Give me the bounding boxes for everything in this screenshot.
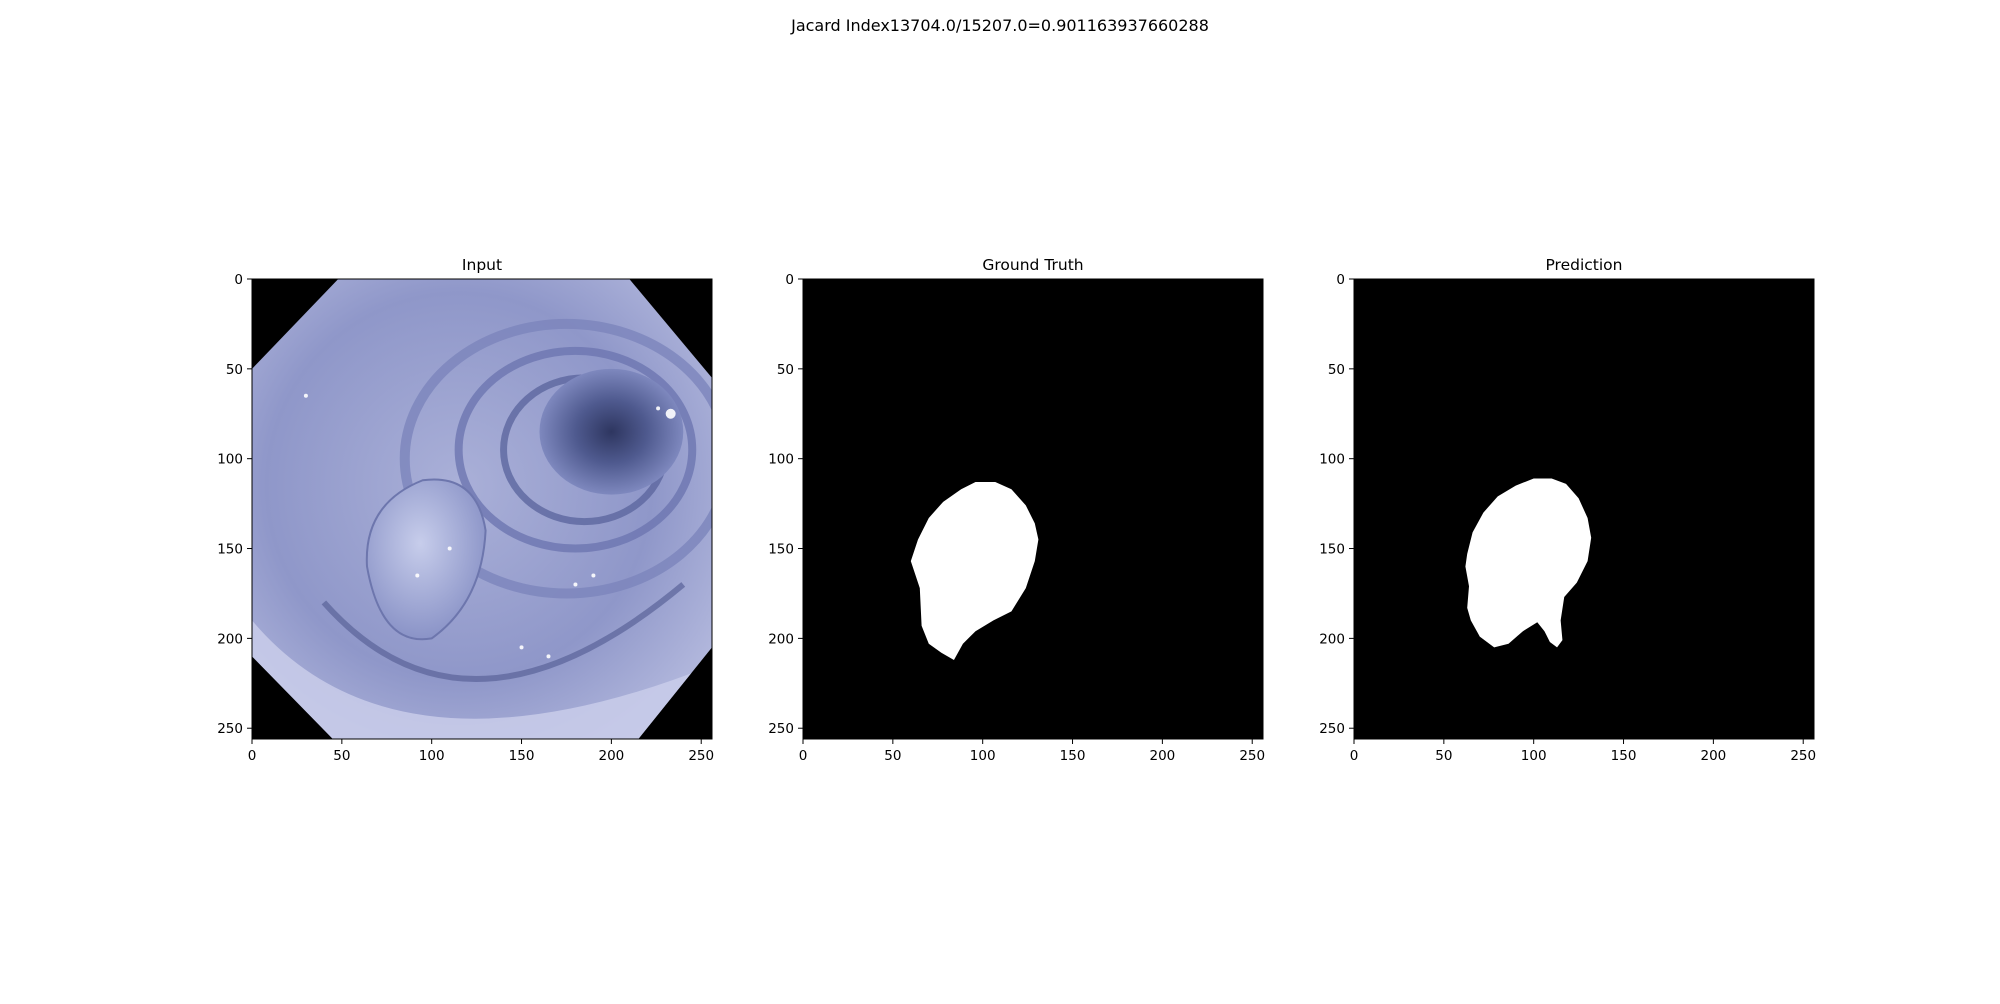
x-tick-label: 200 xyxy=(1700,748,1726,764)
x-tick-label: 150 xyxy=(1060,748,1086,764)
x-tick-label: 250 xyxy=(688,748,714,764)
mucosal-fold xyxy=(399,318,712,599)
y-tick-label: 150 xyxy=(1319,542,1345,558)
tick-marks-ground-truth xyxy=(798,278,1253,744)
axes-frame-input xyxy=(251,278,713,740)
input-endoscopy-image xyxy=(252,279,712,739)
x-tick-label: 100 xyxy=(1521,748,1547,764)
x-tick-label: 50 xyxy=(333,748,350,764)
x-axis-prediction: 0 50 100 150 200 250 xyxy=(1350,748,1816,764)
x-tick-label: 150 xyxy=(1611,748,1637,764)
y-tick-label: 150 xyxy=(217,542,243,558)
specular-highlight xyxy=(591,573,596,578)
specular-highlight xyxy=(519,645,524,650)
x-tick-label: 200 xyxy=(598,748,624,764)
bright-wall xyxy=(252,620,712,739)
specular-highlight xyxy=(303,393,308,398)
y-axis-input: 0 50 100 150 200 250 xyxy=(217,272,243,737)
y-tick-label: 100 xyxy=(768,452,794,468)
y-tick-label: 200 xyxy=(768,631,794,647)
y-tick-label: 200 xyxy=(217,631,243,647)
tissue-details xyxy=(252,318,712,739)
axes-frame-prediction xyxy=(1353,278,1815,740)
x-tick-label: 0 xyxy=(1350,748,1359,764)
panel-title-ground-truth: Ground Truth xyxy=(982,256,1083,274)
x-tick-label: 100 xyxy=(419,748,445,764)
x-axis-ground-truth: 0 50 100 150 200 250 xyxy=(799,748,1265,764)
ground-truth-mask xyxy=(910,482,1039,660)
y-tick-label: 250 xyxy=(217,721,243,737)
x-tick-label: 50 xyxy=(884,748,901,764)
y-tick-label: 50 xyxy=(1328,362,1345,378)
polyp xyxy=(365,478,487,641)
y-tick-label: 250 xyxy=(768,721,794,737)
panel-prediction: Prediction 0 50 100 150 200 250 0 50 100… xyxy=(1319,256,1816,764)
y-tick-label: 0 xyxy=(234,272,243,288)
x-tick-label: 150 xyxy=(509,748,535,764)
y-axis-prediction: 0 50 100 150 200 250 xyxy=(1319,272,1345,737)
panel-ground-truth: Ground Truth 0 50 100 150 200 250 0 50 1… xyxy=(768,256,1265,764)
x-axis-input: 0 50 100 150 200 250 xyxy=(248,748,714,764)
x-tick-label: 250 xyxy=(1239,748,1265,764)
mask-background xyxy=(803,279,1263,739)
y-tick-label: 100 xyxy=(1319,452,1345,468)
y-tick-label: 150 xyxy=(768,542,794,558)
specular-highlight xyxy=(447,546,452,551)
y-tick-label: 250 xyxy=(1319,721,1345,737)
x-tick-label: 250 xyxy=(1790,748,1816,764)
mucosal-fold xyxy=(454,346,697,553)
mucosal-fold xyxy=(321,582,686,682)
y-tick-label: 0 xyxy=(1336,272,1345,288)
x-tick-label: 0 xyxy=(799,748,808,764)
y-tick-label: 100 xyxy=(217,452,243,468)
x-tick-label: 50 xyxy=(1435,748,1452,764)
prediction-mask xyxy=(1465,478,1592,648)
tick-marks-prediction xyxy=(1349,278,1804,744)
axes-frame-ground-truth xyxy=(802,278,1264,740)
y-tick-label: 200 xyxy=(1319,631,1345,647)
panel-input: Input 0 50 100 150 200 250 0 50 100 150 … xyxy=(217,256,714,764)
specular-highlight xyxy=(573,582,578,587)
y-tick-label: 50 xyxy=(226,362,243,378)
y-tick-label: 0 xyxy=(785,272,794,288)
y-axis-ground-truth: 0 50 100 150 200 250 xyxy=(768,272,794,737)
x-tick-label: 200 xyxy=(1149,748,1175,764)
figure-suptitle: Jacard Index13704.0/15207.0=0.9011639376… xyxy=(791,16,1209,35)
x-tick-label: 0 xyxy=(248,748,257,764)
tick-marks-input xyxy=(247,278,702,744)
specular-highlight xyxy=(656,406,661,411)
specular-highlight xyxy=(665,408,676,419)
specular-highlight xyxy=(546,654,551,659)
panel-title-input: Input xyxy=(462,256,502,274)
specular-highlight xyxy=(415,573,420,578)
lumen xyxy=(539,368,684,495)
x-tick-label: 100 xyxy=(970,748,996,764)
mask-background xyxy=(1354,279,1814,739)
y-tick-label: 50 xyxy=(777,362,794,378)
panel-title-prediction: Prediction xyxy=(1545,256,1622,274)
